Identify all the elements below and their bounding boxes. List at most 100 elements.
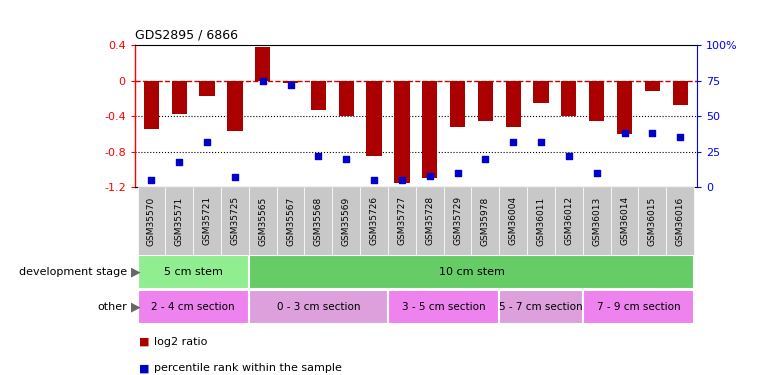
Bar [506,81,521,127]
Bar [138,187,166,255]
Text: GSM35569: GSM35569 [342,196,350,246]
Bar [617,81,632,134]
Text: GSM35729: GSM35729 [453,196,462,246]
Text: 7 - 9 cm section: 7 - 9 cm section [597,302,680,312]
Text: GSM36016: GSM36016 [675,196,685,246]
Bar [561,81,577,116]
Bar [360,187,388,255]
Point [563,153,575,159]
Bar [534,81,549,103]
Bar [583,290,694,324]
Text: ▶: ▶ [131,300,140,313]
Text: ■: ■ [139,337,149,347]
Bar [388,187,416,255]
Text: 0 - 3 cm section: 0 - 3 cm section [276,302,360,312]
Bar [249,187,276,255]
Bar [416,187,444,255]
Text: GDS2895 / 6866: GDS2895 / 6866 [135,28,238,41]
Text: GSM35565: GSM35565 [258,196,267,246]
Bar [276,187,304,255]
Bar [471,187,499,255]
Bar [283,81,298,83]
Bar [339,81,354,116]
Point [451,170,464,176]
Bar [193,187,221,255]
Text: development stage: development stage [19,267,127,277]
Text: GSM36015: GSM36015 [648,196,657,246]
Bar [666,187,694,255]
Bar [172,81,187,114]
Point [340,156,353,162]
Text: GSM36011: GSM36011 [537,196,545,246]
Point [618,130,631,136]
Bar [249,255,694,289]
Text: GSM35727: GSM35727 [397,196,407,246]
Text: GSM35726: GSM35726 [370,196,379,246]
Text: GSM35721: GSM35721 [203,196,212,246]
Bar [477,81,493,120]
Bar [255,47,270,81]
Point [173,159,186,165]
Text: GSM35728: GSM35728 [425,196,434,246]
Text: 5 cm stem: 5 cm stem [164,267,223,277]
Bar [138,290,249,324]
Point [646,130,658,136]
Text: ▶: ▶ [131,266,140,279]
Point [313,153,325,159]
Text: GSM35571: GSM35571 [175,196,184,246]
Bar [555,187,583,255]
Text: GSM35978: GSM35978 [481,196,490,246]
Bar [589,81,604,120]
Bar [499,290,583,324]
Point [368,177,380,183]
Text: other: other [97,302,127,312]
Bar [388,290,499,324]
Bar [166,187,193,255]
Point [535,139,547,145]
Bar [221,187,249,255]
Point [507,139,519,145]
Bar [422,81,437,178]
Bar [450,81,465,127]
Bar [394,81,410,183]
Bar [138,255,249,289]
Text: ■: ■ [139,363,149,374]
Point [591,170,603,176]
Bar [367,81,382,156]
Point [201,139,213,145]
Point [396,177,408,183]
Bar [444,187,471,255]
Bar [672,81,688,105]
Bar [499,187,527,255]
Bar [644,81,660,91]
Bar [527,187,555,255]
Bar [249,290,388,324]
Text: log2 ratio: log2 ratio [154,337,207,347]
Text: GSM35567: GSM35567 [286,196,295,246]
Bar [144,81,159,129]
Text: GSM36013: GSM36013 [592,196,601,246]
Text: GSM36004: GSM36004 [509,196,517,246]
Point [479,156,491,162]
Text: GSM36012: GSM36012 [564,196,574,246]
Text: 3 - 5 cm section: 3 - 5 cm section [402,302,485,312]
Text: GSM35570: GSM35570 [147,196,156,246]
Bar [199,81,215,96]
Text: 2 - 4 cm section: 2 - 4 cm section [152,302,235,312]
Text: GSM35568: GSM35568 [314,196,323,246]
Point [256,78,269,84]
Point [146,177,158,183]
Bar [333,187,360,255]
Text: GSM36014: GSM36014 [620,196,629,246]
Point [674,134,686,140]
Bar [227,81,243,131]
Text: percentile rank within the sample: percentile rank within the sample [154,363,342,374]
Bar [638,187,666,255]
Point [229,174,241,180]
Text: 10 cm stem: 10 cm stem [439,267,504,277]
Bar [611,187,638,255]
Text: 5 - 7 cm section: 5 - 7 cm section [499,302,583,312]
Point [284,82,296,88]
Point [424,173,436,179]
Bar [311,81,326,110]
